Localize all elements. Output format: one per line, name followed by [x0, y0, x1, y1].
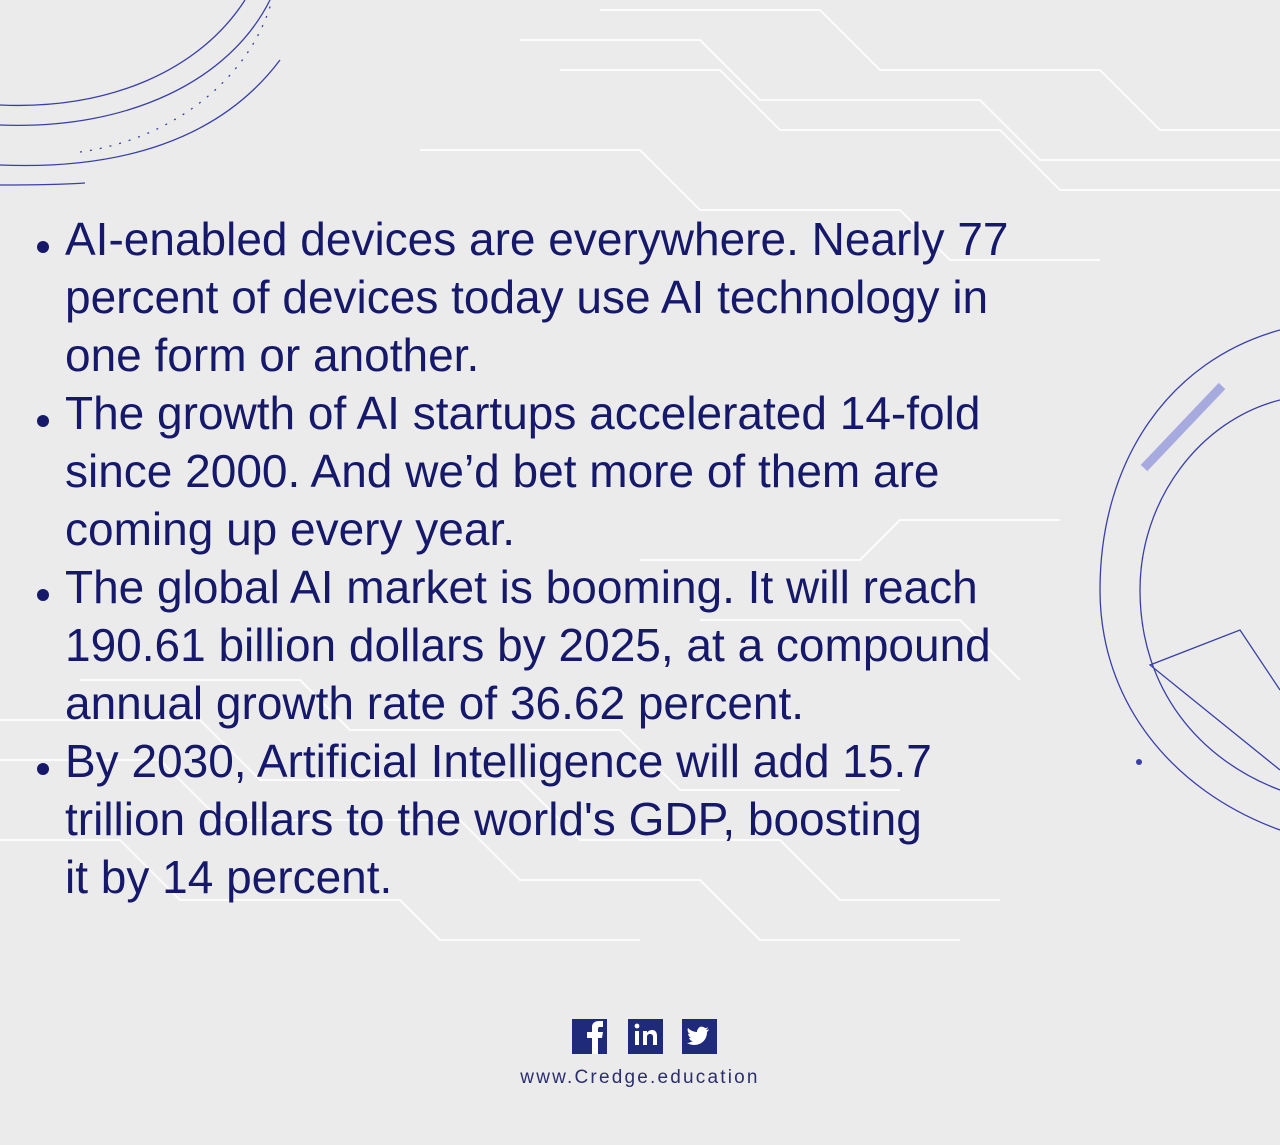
twitter-icon[interactable] — [682, 1019, 717, 1054]
bullet-line: it by 14 percent. — [65, 851, 392, 903]
bullet-item: The global AI market is booming. It will… — [37, 561, 991, 729]
bullet-line: coming up every year. — [65, 503, 515, 555]
bullet-dot — [37, 241, 49, 253]
bullet-line: The growth of AI startups accelerated 14… — [65, 387, 980, 439]
bullet-line: By 2030, Artificial Intelligence will ad… — [65, 735, 932, 787]
circuit-decoration — [0, 9, 1280, 941]
facebook-icon[interactable] — [572, 1019, 607, 1054]
website[interactable]: www.Credge.education — [519, 1067, 759, 1088]
bullet-dot — [37, 763, 49, 775]
bullet-line: 190.61 billion dollars by 2025, at a com… — [65, 619, 991, 671]
linkedin-icon[interactable] — [628, 1019, 663, 1054]
bullet-line: since 2000. And we’d bet more of them ar… — [65, 445, 940, 497]
bullet-line: percent of devices today use AI technolo… — [65, 271, 988, 323]
bullet-line: one form or another. — [65, 329, 479, 381]
bullet-line: trillion dollars to the world's GDP, boo… — [65, 793, 922, 845]
bullet-list: AI-enabled devices are everywhere. Nearl… — [37, 213, 1009, 903]
bullet-line: The global AI market is booming. It will… — [65, 561, 978, 613]
bullet-item: AI-enabled devices are everywhere. Nearl… — [37, 213, 1009, 381]
arc-decoration — [0, 0, 1280, 831]
bullet-dot — [37, 589, 49, 601]
bullet-dot — [37, 415, 49, 427]
bullet-item: The growth of AI startups accelerated 14… — [37, 387, 980, 555]
bullet-line: AI-enabled devices are everywhere. Nearl… — [65, 213, 1009, 265]
bullet-line: annual growth rate of 36.62 percent. — [65, 677, 804, 729]
social-icons — [572, 1019, 717, 1054]
bullet-item: By 2030, Artificial Intelligence will ad… — [37, 735, 932, 903]
